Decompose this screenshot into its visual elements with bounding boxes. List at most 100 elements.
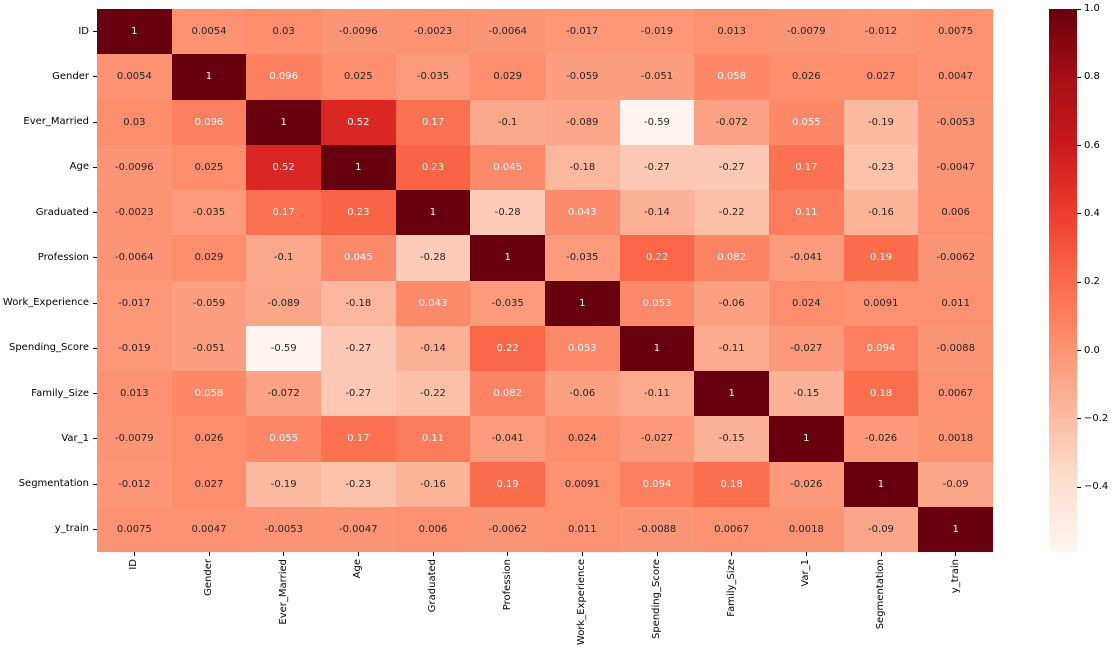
heatmap-cell: -0.0047: [320, 506, 396, 552]
cell-value: 0.0054: [191, 26, 227, 38]
colorbar-tick-label: 0.8: [1084, 71, 1100, 83]
cell-value: 0.096: [194, 116, 224, 128]
cell-value: 0.058: [717, 71, 746, 83]
y-tick-label: Var_1: [61, 432, 89, 444]
cell-value: 1: [803, 433, 810, 445]
cell-value: -0.0079: [787, 26, 826, 38]
axis-tick-mark: [805, 552, 807, 556]
heatmap-cell: 0.029: [171, 235, 247, 281]
cell-value: 1: [280, 116, 287, 128]
cell-value: 0.18: [869, 388, 893, 400]
heatmap-cell: -0.089: [544, 99, 620, 145]
heatmap-cell: 0.0091: [843, 280, 919, 326]
cell-value: 0.094: [642, 478, 672, 490]
axis-tick-mark: [357, 552, 359, 556]
x-tick-label: Ever_Married: [277, 559, 289, 625]
cell-value: 1: [653, 342, 661, 354]
cell-value: 0.053: [568, 342, 597, 354]
axis-tick-mark: [1077, 76, 1081, 78]
heatmap-cell: -0.072: [246, 371, 321, 417]
heatmap-cell: 0.03: [246, 9, 321, 55]
x-tick-label: Spending_Score: [651, 559, 662, 640]
heatmap-cell: 0.096: [171, 99, 247, 145]
cell-value: 0.0091: [564, 478, 600, 490]
heatmap-cell: -0.017: [97, 280, 172, 326]
colorbar-tick-label: −0.4: [1084, 481, 1109, 493]
cell-value: -0.017: [118, 297, 151, 309]
heatmap-cell: -0.28: [395, 235, 471, 281]
heatmap-cell: 0.006: [395, 506, 471, 552]
heatmap-cell: -0.06: [694, 280, 769, 326]
heatmap-cell: -0.18: [320, 280, 396, 326]
heatmap-cell: -0.059: [171, 280, 247, 326]
heatmap-cell: 1: [843, 461, 919, 507]
cell-value: 0.026: [194, 433, 224, 445]
heatmap-cell: 0.23: [395, 144, 471, 190]
heatmap-cell: -0.09: [843, 506, 919, 552]
cell-value: -0.0064: [115, 252, 154, 264]
cell-value: -0.11: [644, 388, 670, 400]
heatmap-cell: -0.19: [246, 461, 321, 507]
heatmap-cell: 0.029: [470, 54, 545, 100]
cell-value: -0.027: [640, 433, 674, 445]
cell-value: -0.09: [868, 523, 894, 535]
heatmap-cell: 0.025: [320, 54, 396, 100]
cell-value: 0.52: [272, 161, 295, 173]
heatmap-cell: 0.22: [619, 235, 695, 281]
cell-value: -0.089: [566, 116, 599, 128]
heatmap-cell: 0.026: [768, 54, 844, 100]
cell-value: -0.035: [491, 297, 524, 309]
colorbar-tick-label: 1.0: [1084, 3, 1100, 14]
x-tick-label: Age: [352, 559, 364, 579]
heatmap-cell: -0.041: [768, 235, 844, 281]
cell-value: 0.006: [941, 207, 970, 219]
heatmap-cell: -0.23: [843, 144, 919, 190]
cell-value: 0.024: [568, 433, 597, 445]
cell-value: -0.026: [864, 433, 898, 445]
heatmap-cell: -0.012: [97, 461, 172, 507]
cell-value: 0.082: [493, 388, 522, 400]
axis-tick-mark: [581, 552, 583, 556]
axis-tick-mark: [1077, 213, 1081, 215]
cell-value: 0.011: [941, 297, 970, 309]
cell-value: -0.27: [644, 161, 670, 173]
heatmap-cell: -0.22: [694, 190, 769, 236]
cell-value: 0.058: [194, 388, 224, 400]
cell-value: -0.09: [942, 478, 969, 490]
cell-value: 0.17: [421, 116, 445, 128]
cell-value: 0.013: [717, 26, 746, 38]
axis-tick-mark: [1077, 350, 1081, 351]
heatmap-cell: 0.19: [843, 235, 919, 281]
heatmap-cell: 0.0047: [918, 54, 993, 100]
y-tick-label: Graduated: [35, 206, 89, 218]
cell-value: -0.0023: [413, 26, 453, 38]
heatmap-cell: 0.096: [246, 54, 321, 100]
cell-value: 0.096: [269, 71, 298, 83]
heatmap-cell: -0.0023: [395, 9, 471, 55]
cell-value: 0.0075: [938, 26, 974, 38]
cell-value: -0.1: [497, 116, 518, 128]
heatmap-cell: 0.11: [768, 190, 844, 236]
cell-value: -0.059: [192, 297, 226, 309]
axis-tick-mark: [283, 552, 285, 556]
heatmap-cell: -0.14: [395, 325, 471, 371]
cell-value: 1: [131, 26, 138, 38]
y-tick-label: Segmentation: [18, 478, 89, 490]
cell-value: -0.59: [644, 116, 670, 128]
heatmap-cell: 0.0075: [97, 506, 172, 552]
cell-value: -0.0079: [115, 433, 154, 445]
cell-value: 0.0047: [191, 523, 227, 535]
heatmap-cell: -0.16: [843, 190, 919, 236]
cell-value: 0.0018: [788, 523, 824, 535]
axis-tick-mark: [93, 347, 97, 349]
heatmap-cell: 0.013: [694, 9, 769, 55]
cell-value: -0.06: [569, 388, 596, 400]
heatmap-cell: -0.012: [843, 9, 919, 55]
colorbar-tick-label: −0.2: [1084, 412, 1109, 424]
axis-tick-mark: [93, 483, 97, 485]
heatmap-cell: -0.072: [694, 99, 769, 145]
axis-tick-mark: [208, 552, 210, 556]
heatmap-cell: -0.59: [246, 325, 321, 371]
cell-value: 0.082: [717, 252, 746, 264]
cell-value: 0.17: [347, 433, 370, 445]
